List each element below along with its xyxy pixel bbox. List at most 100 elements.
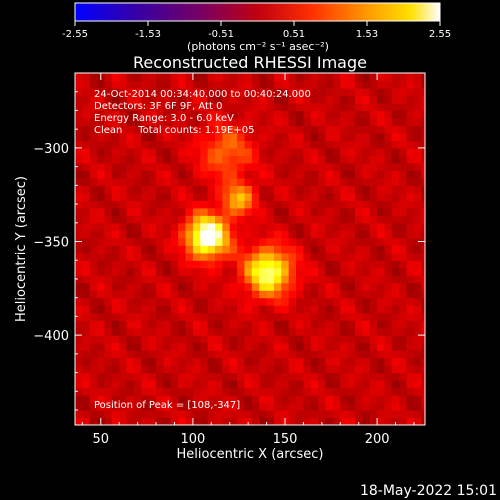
heatmap-cell — [273, 230, 282, 239]
heatmap-cell — [237, 335, 246, 344]
heatmap-cell — [251, 350, 260, 359]
heatmap-cell — [355, 207, 363, 216]
heatmap-cell — [178, 387, 187, 396]
heatmap-cell — [325, 275, 334, 284]
heatmap-cell — [89, 290, 98, 299]
heatmap-cell — [237, 267, 246, 276]
heatmap-cell — [126, 267, 135, 276]
heatmap-cell — [215, 327, 223, 336]
heatmap-cell — [281, 245, 290, 254]
heatmap-cell — [384, 305, 393, 314]
heatmap-cell — [296, 230, 305, 239]
heatmap-cell — [266, 372, 275, 381]
heatmap-cell — [141, 222, 150, 231]
heatmap-cell — [347, 312, 356, 321]
heatmap-cell — [200, 372, 209, 381]
heatmap-cell — [148, 73, 157, 82]
heatmap-cell — [207, 290, 216, 299]
heatmap-cell — [303, 395, 312, 404]
heatmap-cell — [207, 410, 216, 419]
heatmap-cell — [97, 260, 106, 269]
heatmap-cell — [399, 282, 408, 291]
heatmap-cell — [163, 245, 172, 254]
heatmap-cell — [82, 147, 91, 156]
heatmap-cell — [215, 80, 223, 89]
heatmap-cell — [384, 95, 393, 104]
heatmap-cell — [296, 282, 305, 291]
heatmap-cell — [362, 162, 371, 171]
heatmap-cell — [207, 297, 216, 306]
heatmap-cell — [251, 410, 260, 419]
heatmap-cell — [362, 335, 371, 344]
heatmap-cell — [244, 200, 253, 209]
heatmap-cell — [148, 275, 157, 284]
heatmap-cell — [421, 395, 425, 404]
heatmap-cell — [355, 177, 363, 186]
heatmap-cell — [377, 350, 386, 359]
heatmap-cell — [192, 327, 201, 336]
heatmap-cell — [318, 110, 327, 119]
heatmap-cell — [163, 215, 172, 224]
heatmap-cell — [377, 357, 386, 366]
heatmap-cell — [97, 110, 106, 119]
heatmap-cell — [288, 102, 297, 112]
heatmap-cell — [325, 102, 334, 112]
heatmap-cell — [406, 200, 415, 209]
heatmap-cell — [266, 297, 275, 306]
heatmap-cell — [273, 387, 282, 396]
heatmap-cell — [178, 125, 187, 134]
heatmap-cell — [178, 267, 187, 276]
heatmap-cell — [163, 95, 172, 104]
heatmap-cell — [156, 297, 165, 306]
heatmap-cell — [325, 402, 334, 411]
heatmap-cell — [82, 327, 91, 336]
heatmap-cell — [215, 140, 223, 149]
heatmap-cell — [178, 102, 187, 112]
heatmap-cell — [384, 87, 393, 97]
heatmap-cell — [318, 402, 327, 411]
heatmap-cell — [384, 73, 393, 82]
heatmap-cell — [156, 155, 165, 164]
heatmap-cell — [192, 110, 201, 119]
heatmap-cell — [82, 162, 91, 171]
heatmap-cell — [296, 357, 305, 366]
heatmap-cell — [377, 73, 386, 82]
heatmap-cell — [111, 80, 120, 89]
heatmap-cell — [185, 350, 194, 359]
heatmap-cell — [163, 200, 172, 209]
heatmap-cell — [192, 73, 201, 82]
heatmap-cell — [251, 395, 260, 404]
heatmap-cell — [362, 132, 371, 142]
heatmap-cell — [133, 252, 142, 261]
heatmap-cell — [318, 147, 327, 156]
heatmap-cell — [318, 245, 327, 254]
heatmap-cell — [215, 177, 223, 186]
heatmap-cell — [119, 282, 128, 291]
heatmap-cell — [369, 140, 378, 149]
heatmap-cell — [340, 215, 349, 224]
heatmap-cell — [237, 320, 246, 329]
heatmap-cell — [266, 170, 275, 179]
heatmap-cell — [237, 380, 246, 389]
heatmap-cell — [362, 320, 371, 329]
heatmap-cell — [111, 282, 120, 291]
heatmap-cell — [399, 110, 408, 119]
heatmap-cell — [406, 237, 415, 246]
heatmap-cell — [362, 312, 371, 321]
x-axis-label: Heliocentric X (arcsec) — [177, 447, 324, 462]
heatmap-cell — [111, 297, 120, 306]
heatmap-cell — [119, 320, 128, 329]
heatmap-cell — [399, 380, 408, 389]
heatmap-cell — [340, 260, 349, 269]
heatmap-cell — [141, 290, 150, 299]
heatmap-cell — [318, 207, 327, 216]
heatmap-cell — [288, 402, 297, 411]
heatmap-cell — [111, 312, 120, 321]
heatmap-cell — [89, 245, 98, 254]
heatmap-cell — [281, 87, 290, 97]
heatmap-cell — [141, 402, 150, 411]
heatmap-cell — [406, 185, 415, 194]
heatmap-cell — [156, 87, 165, 97]
heatmap-cell — [156, 177, 165, 186]
heatmap-cell — [75, 117, 83, 127]
